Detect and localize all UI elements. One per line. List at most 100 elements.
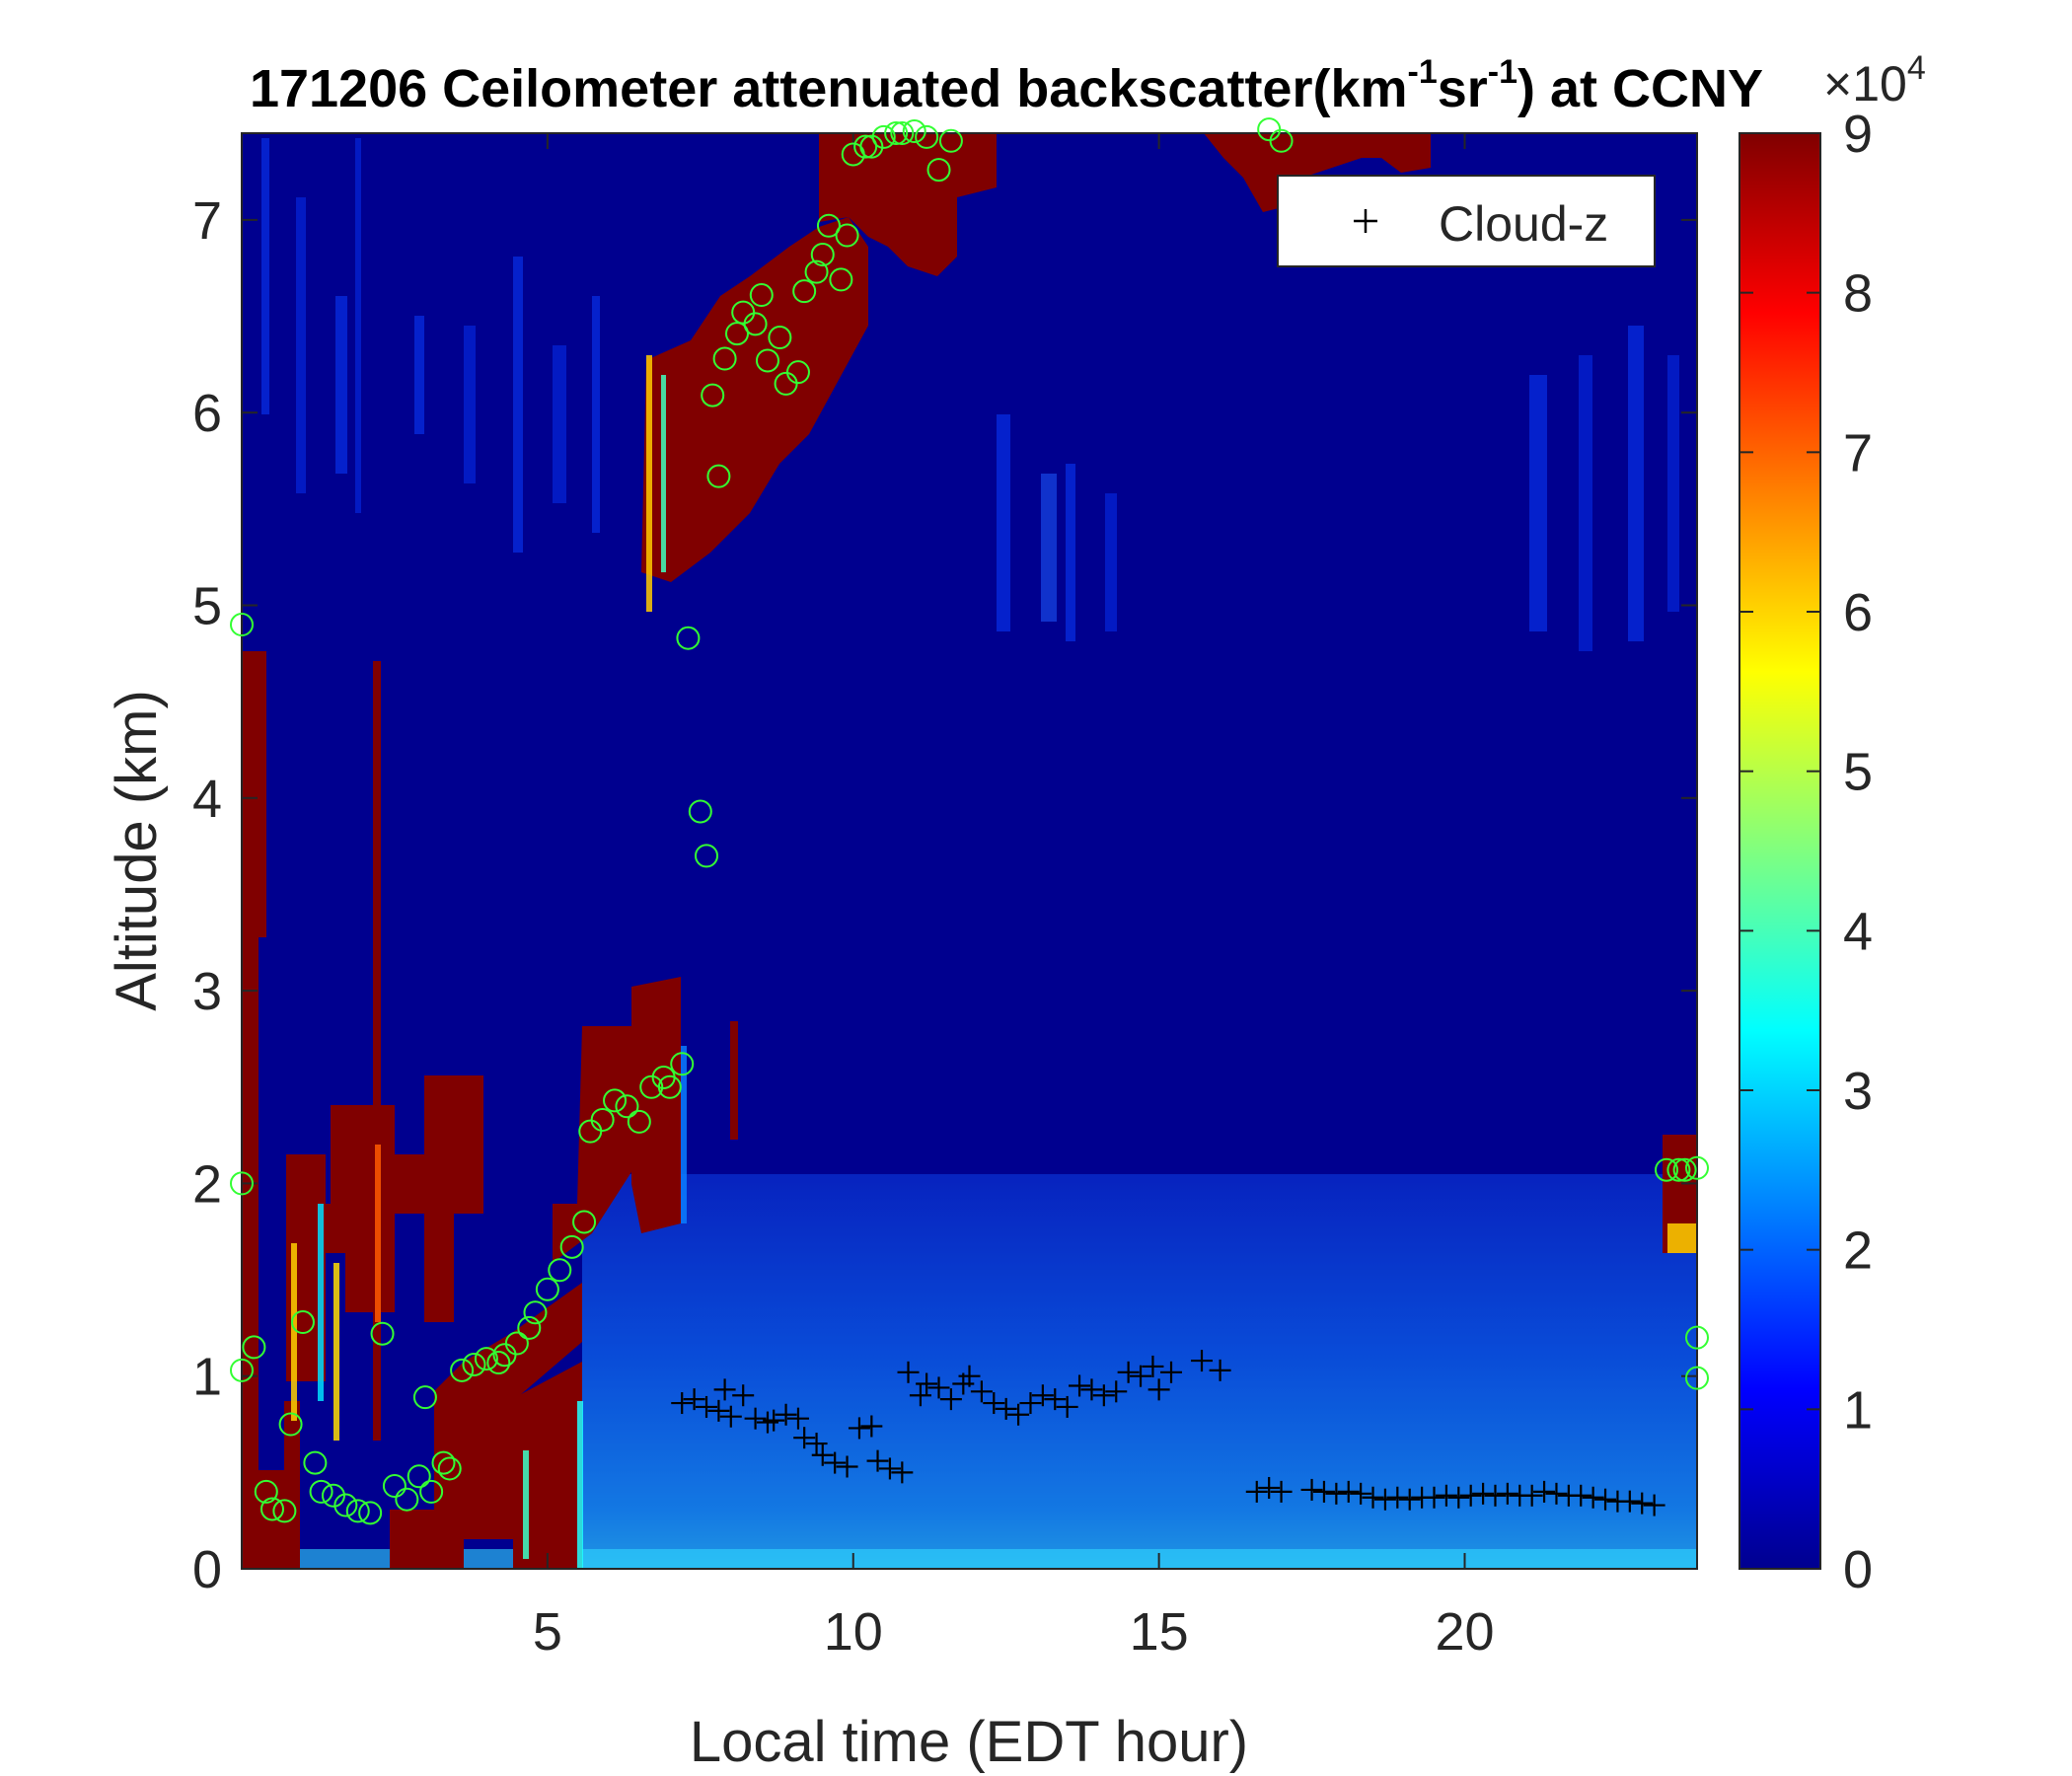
- legend-marker-plus: [1354, 209, 1377, 233]
- y-tick-label: 3: [192, 962, 222, 1021]
- circle-marker: [382, 1474, 407, 1499]
- circle-marker: [535, 1277, 559, 1301]
- circle-marker: [431, 1450, 456, 1475]
- circle-marker: [1655, 1157, 1679, 1182]
- cloud-z-marker: [1459, 1484, 1482, 1507]
- cloud-z-marker: [1142, 1355, 1164, 1377]
- cloud-z-marker: [958, 1365, 981, 1387]
- circle-marker: [254, 1479, 278, 1504]
- circle-marker: [670, 1052, 695, 1076]
- cloud-z-marker: [1545, 1482, 1568, 1505]
- cloud-z-marker: [1337, 1480, 1360, 1503]
- cloud-z-marker: [1643, 1494, 1665, 1517]
- cloud-z-marker: [1130, 1365, 1152, 1387]
- cloud-z-marker: [1007, 1403, 1030, 1426]
- circle-marker: [712, 346, 737, 371]
- y-tick-label: 6: [192, 384, 222, 443]
- circle-series: [230, 117, 1709, 1525]
- legend-box: [1277, 175, 1656, 267]
- y-tick-label: 0: [192, 1540, 222, 1599]
- cloud-z-marker: [1350, 1482, 1372, 1505]
- y-axis-label: Altitude (km): [105, 690, 169, 1011]
- circle-marker: [915, 124, 939, 149]
- circle-marker: [1269, 128, 1294, 153]
- circle-marker: [1672, 1157, 1697, 1182]
- colorbar-tick-label: 7: [1843, 423, 1873, 482]
- circle-marker: [724, 322, 749, 346]
- circle-marker: [701, 383, 725, 407]
- colorbar-ticks: 0 1 2 3 4 5 6 7 8 9: [1739, 105, 1873, 1599]
- plot-frame: [241, 132, 1698, 1570]
- circle-marker: [395, 1487, 419, 1512]
- cloud-z-marker: [756, 1411, 778, 1434]
- circle-marker: [259, 1497, 284, 1521]
- cloud-z-marker: [732, 1384, 755, 1407]
- circle-marker: [1666, 1157, 1691, 1182]
- circle-marker: [657, 1074, 682, 1099]
- cloud-z-marker: [1484, 1484, 1507, 1507]
- cloud-z-marker: [983, 1392, 1005, 1415]
- x-tick-label: 10: [824, 1602, 883, 1662]
- colorbar-tick-label: 2: [1843, 1221, 1873, 1281]
- circle-marker: [695, 844, 719, 868]
- circle-marker: [230, 1358, 254, 1382]
- cloud-z-marker: [891, 1461, 914, 1484]
- cloud-layers: [242, 133, 1697, 1569]
- cloud-z-marker: [719, 1405, 742, 1428]
- circle-marker: [504, 1331, 529, 1356]
- cloud-z-marker: [824, 1451, 847, 1474]
- circle-marker: [938, 128, 963, 153]
- cloud-z-marker: [848, 1417, 870, 1440]
- circle-marker: [810, 243, 835, 267]
- colorbar-multiplier: ×104: [1823, 49, 1926, 111]
- circle-marker: [572, 1210, 597, 1234]
- cloud-z-marker: [1300, 1478, 1323, 1501]
- cloud-z-marker: [1019, 1392, 1042, 1415]
- cloud-z-marker: [995, 1397, 1017, 1420]
- cloud-z-marker: [696, 1395, 718, 1418]
- cloud-z-marker: [713, 1378, 736, 1401]
- circle-marker: [768, 326, 792, 350]
- circle-marker: [859, 134, 884, 159]
- cloud-z-marker: [1325, 1482, 1348, 1505]
- circle-marker: [603, 1088, 628, 1113]
- colorbar-tick-label: 5: [1843, 743, 1873, 802]
- cloud-z-marker: [707, 1399, 730, 1422]
- cloud-z-marker: [1147, 1378, 1170, 1401]
- cloud-z-marker: [1031, 1384, 1054, 1407]
- cloud-z-marker: [970, 1380, 993, 1403]
- y-tick-label: 5: [192, 576, 222, 635]
- colorbar-tick-label: 9: [1843, 105, 1873, 164]
- cloud-z-marker: [1398, 1488, 1421, 1511]
- circle-marker: [615, 1094, 639, 1119]
- y-axis-ticks: 0 1 2 3 4 5 6 7: [192, 191, 1697, 1599]
- cloud-z-marker: [1373, 1488, 1396, 1511]
- cloud-edges: [291, 355, 1697, 1569]
- cloud-z-marker: [1160, 1361, 1183, 1383]
- cloud-z-marker: [1447, 1486, 1470, 1509]
- circle-marker: [486, 1351, 511, 1375]
- aerosol-streaks: [261, 138, 1679, 651]
- x-tick-label: 20: [1435, 1602, 1494, 1662]
- cloud-z-marker: [1362, 1486, 1384, 1509]
- circle-marker: [230, 1171, 254, 1196]
- colorbar-tick-label: 0: [1843, 1540, 1873, 1599]
- cloud-z-marker: [1435, 1484, 1457, 1507]
- circle-marker: [755, 348, 779, 373]
- cloud-z-marker: [775, 1403, 797, 1426]
- circle-marker: [278, 1412, 303, 1437]
- colorbar-tick-label: 6: [1843, 583, 1873, 642]
- cloud-z-marker: [811, 1443, 834, 1466]
- cloud-z-series: [671, 1350, 1665, 1517]
- cloud-z-marker: [1618, 1490, 1641, 1513]
- cloud-z-marker: [878, 1457, 901, 1480]
- colorbar-tick-label: 1: [1843, 1380, 1873, 1440]
- cloud-z-marker: [1520, 1484, 1543, 1507]
- cloud-z-marker: [836, 1455, 858, 1478]
- circle-marker: [523, 1300, 548, 1325]
- colorbar-tick-label: 4: [1843, 902, 1873, 961]
- circle-marker: [407, 1464, 431, 1489]
- circle-marker: [627, 1109, 651, 1134]
- circle-marker: [370, 1321, 395, 1346]
